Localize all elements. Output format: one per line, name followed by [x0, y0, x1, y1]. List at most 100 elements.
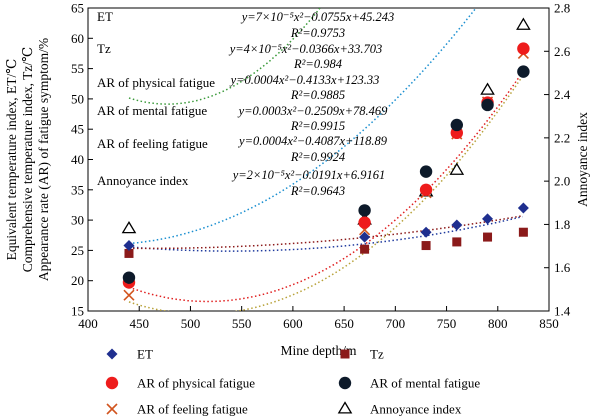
equation: y=0.0004x²−0.4133x+123.33	[229, 73, 380, 87]
legend-item: ET	[106, 347, 153, 362]
data-point	[449, 162, 465, 175]
trend-line	[128, 215, 523, 252]
y-left-axis-title: Appearance rate (AR) of fatigue symptom/…	[36, 38, 51, 281]
legend-label: Annoyance index	[370, 402, 462, 417]
data-point	[517, 42, 530, 55]
data-point	[359, 231, 371, 243]
y-right-tick-label: 2.4	[554, 87, 571, 102]
equation: y=2×10⁻⁵x²−0.0191x+6.9161	[231, 168, 386, 182]
legend-marker	[105, 376, 119, 390]
r-squared: R²=0.984	[293, 57, 342, 71]
series-label: AR of mental fatigue	[97, 103, 207, 118]
y-left-tick-label: 60	[71, 31, 84, 46]
data-point	[122, 271, 136, 284]
y-left-tick-label: 30	[71, 213, 84, 228]
data-point	[121, 220, 137, 234]
legend-label: AR of physical fatigue	[137, 376, 255, 391]
r-squared: R²=0.9924	[290, 150, 345, 164]
data-point	[124, 248, 134, 258]
x-tick-label: 850	[539, 316, 559, 331]
y-right-tick-label: 1.6	[554, 260, 571, 275]
legend-label: AR of feeling fatigue	[137, 402, 248, 417]
y-left-tick-label: 20	[71, 273, 84, 288]
trend-line	[128, 8, 477, 245]
equation: y=4×10⁻⁵x²−0.0366x+33.703	[228, 42, 383, 56]
y-left-tick-label: 15	[71, 304, 84, 319]
y-right-tick-label: 1.8	[554, 217, 570, 232]
x-tick-label: 700	[386, 316, 406, 331]
data-point	[420, 226, 432, 238]
data-point	[480, 82, 495, 95]
legend-marker	[337, 401, 353, 414]
x-tick-label: 400	[78, 316, 98, 331]
legend-label: AR of mental fatigue	[370, 376, 480, 391]
y-right-axis-title: Annoyance index	[575, 112, 590, 207]
y-left-axis-title: Comprehensive temperature index, Tz/℃	[20, 47, 35, 273]
equation: y=7×10⁻⁵x²−0.0755x+45.243	[240, 10, 395, 24]
equation: y=0.0003x²−0.2509x+78.469	[237, 104, 389, 118]
series-label: Tz	[97, 41, 111, 56]
y-right-tick-label: 2.8	[554, 1, 570, 16]
y-right-tick-label: 1.4	[554, 304, 571, 319]
legend-item: AR of physical fatigue	[105, 376, 255, 391]
annotations: ET y=7×10⁻⁵x²−0.0755x+45.243 R²=0.9753 Tz y=…	[97, 9, 394, 198]
data-point	[421, 241, 431, 251]
y-left-tick-label: 50	[71, 91, 84, 106]
y-left-tick-label: 45	[71, 122, 84, 137]
data-point	[452, 237, 462, 247]
data-point	[482, 213, 494, 225]
legend-item: Tz	[340, 347, 384, 362]
data-points	[121, 17, 531, 301]
series-label: AR of feeling fatigue	[97, 136, 208, 151]
x-tick-label: 500	[181, 316, 201, 331]
r-squared: R²=0.9643	[290, 184, 345, 198]
x-tick-label: 450	[129, 316, 149, 331]
data-point	[123, 289, 135, 301]
series-label: ET	[97, 9, 113, 24]
x-tick-label: 550	[232, 316, 252, 331]
trend-line	[128, 72, 524, 303]
data-point	[358, 216, 371, 229]
data-point	[451, 219, 463, 231]
y-left-tick-label: 65	[71, 1, 84, 16]
data-point	[517, 202, 529, 214]
x-tick-label: 750	[437, 316, 457, 331]
data-point	[358, 204, 371, 217]
data-point	[360, 244, 370, 254]
y-right-tick-label: 2.0	[554, 174, 570, 189]
legend-item: AR of feeling fatigue	[106, 402, 248, 417]
y-left-tick-label: 35	[71, 182, 84, 197]
y-left-tick-label: 25	[71, 243, 84, 258]
legend-marker	[106, 348, 118, 360]
legend-marker	[106, 403, 118, 415]
data-point	[483, 232, 493, 242]
y-right-tick-label: 2.6	[554, 44, 571, 59]
x-stroke	[123, 289, 135, 301]
legend-item: Annoyance index	[337, 401, 462, 417]
data-point	[450, 118, 463, 132]
axes: 400 450 500 550 600 650 700 750 800 850 15 20 25 30 35…	[4, 1, 590, 359]
x-axis-title: Mine depth/m	[280, 343, 357, 358]
y-left-tick-label: 55	[71, 61, 84, 76]
y-left-tick-label: 40	[71, 152, 84, 167]
legend-marker	[340, 349, 350, 359]
data-point	[516, 17, 531, 30]
data-point	[517, 65, 530, 78]
r-squared: R²=0.9915	[290, 119, 345, 133]
x-tick-label: 650	[334, 316, 354, 331]
r-squared: R²=0.9885	[290, 88, 345, 102]
data-point	[419, 165, 433, 178]
legend: ET Tz AR of physical fatigue AR of mental f…	[105, 347, 480, 417]
x-tick-label: 600	[283, 316, 303, 331]
series-label: Annoyance index	[97, 173, 189, 188]
r-squared: R²=0.9753	[290, 26, 345, 40]
legend-marker	[338, 376, 352, 390]
trend-line	[128, 75, 524, 311]
y-left-axis-title: Equivalent temperature index, ET/℃	[4, 59, 19, 261]
series-label: AR of physical fatigue	[97, 75, 215, 90]
y-right-tick-label: 2.2	[554, 130, 570, 145]
data-point	[419, 183, 433, 196]
x-stroke	[106, 403, 118, 415]
data-point	[518, 227, 528, 237]
